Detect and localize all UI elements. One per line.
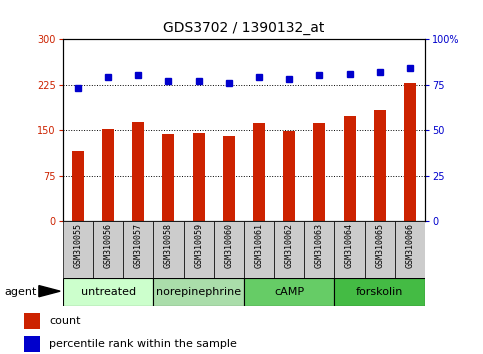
Bar <box>223 136 235 221</box>
Text: GSM310062: GSM310062 <box>284 223 294 268</box>
Bar <box>404 83 416 221</box>
Bar <box>193 132 205 221</box>
Bar <box>93 221 123 278</box>
Text: GSM310061: GSM310061 <box>255 223 264 268</box>
Bar <box>334 221 365 278</box>
Bar <box>154 221 184 278</box>
Bar <box>343 116 355 221</box>
Text: GSM310060: GSM310060 <box>224 223 233 268</box>
Text: GSM310066: GSM310066 <box>405 223 414 268</box>
Bar <box>253 123 265 221</box>
Bar <box>283 131 295 221</box>
Text: GSM310056: GSM310056 <box>103 223 113 268</box>
Bar <box>102 129 114 221</box>
Text: GSM310057: GSM310057 <box>134 223 143 268</box>
Bar <box>274 221 304 278</box>
Text: GSM310055: GSM310055 <box>73 223 83 268</box>
Bar <box>365 221 395 278</box>
Bar <box>72 152 84 221</box>
Bar <box>162 135 174 221</box>
Bar <box>395 221 425 278</box>
Bar <box>213 221 244 278</box>
Text: agent: agent <box>5 287 37 297</box>
Bar <box>374 110 386 221</box>
Bar <box>63 221 93 278</box>
Bar <box>63 278 154 306</box>
Text: percentile rank within the sample: percentile rank within the sample <box>49 339 237 349</box>
Text: GSM310064: GSM310064 <box>345 223 354 268</box>
Bar <box>334 278 425 306</box>
Bar <box>244 278 334 306</box>
Bar <box>304 221 334 278</box>
Text: count: count <box>49 316 81 326</box>
Text: cAMP: cAMP <box>274 287 304 297</box>
Text: GSM310065: GSM310065 <box>375 223 384 268</box>
Bar <box>244 221 274 278</box>
Polygon shape <box>39 286 60 297</box>
Bar <box>123 221 154 278</box>
Title: GDS3702 / 1390132_at: GDS3702 / 1390132_at <box>163 21 325 35</box>
Text: forskolin: forskolin <box>356 287 403 297</box>
Bar <box>154 278 244 306</box>
Bar <box>184 221 213 278</box>
Text: GSM310063: GSM310063 <box>315 223 324 268</box>
Text: norepinephrine: norepinephrine <box>156 287 241 297</box>
Bar <box>313 123 326 221</box>
Text: untreated: untreated <box>81 287 136 297</box>
Text: GSM310059: GSM310059 <box>194 223 203 268</box>
Bar <box>24 336 40 352</box>
Text: GSM310058: GSM310058 <box>164 223 173 268</box>
Bar <box>132 122 144 221</box>
Bar <box>24 313 40 329</box>
